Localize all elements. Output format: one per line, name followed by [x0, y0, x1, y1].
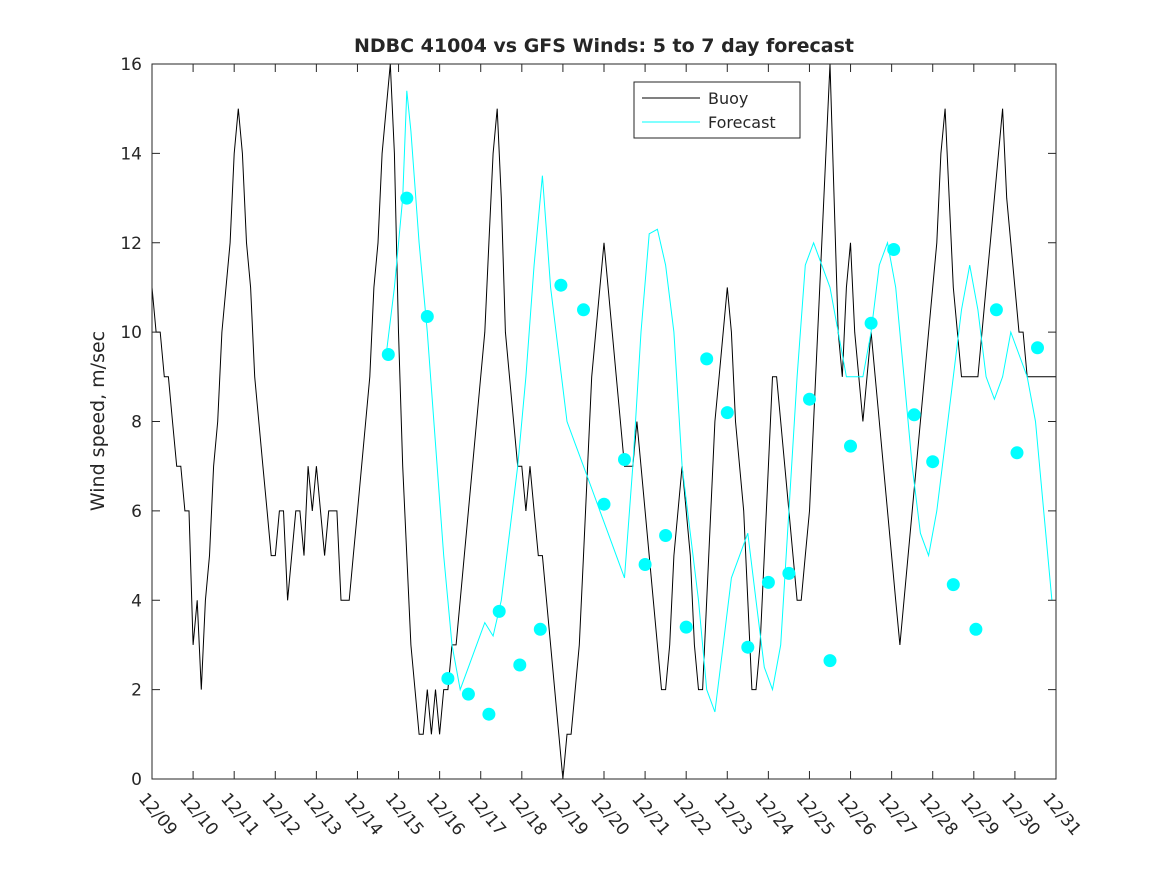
y-tick-label: 6: [131, 502, 142, 522]
forecast-marker: [492, 604, 506, 618]
forecast-marker: [969, 622, 983, 636]
y-tick-labels: 0 2 4 6 8 10 12 14 16: [120, 55, 142, 790]
series-line-forecast: [385, 90, 1053, 713]
y-tick-label: 4: [131, 591, 142, 611]
forecast-marker: [618, 453, 631, 466]
forecast-marker: [420, 310, 434, 323]
forecast-marker: [441, 672, 455, 685]
forecast-marker: [1010, 446, 1024, 460]
series-line-buoy: [152, 64, 1056, 779]
legend-label-buoy: Buoy: [708, 89, 748, 108]
y-axis-label: Wind speed, m/sec: [87, 331, 109, 511]
forecast-marker: [946, 578, 960, 592]
forecast-marker: [926, 455, 940, 469]
forecast-marker: [907, 408, 921, 422]
y-tick-label: 12: [120, 234, 142, 254]
y-tick-label: 10: [120, 323, 142, 343]
marker-layer: [381, 191, 1044, 721]
forecast-marker: [887, 243, 901, 256]
forecast-marker: [679, 620, 693, 634]
forecast-marker: [659, 529, 673, 542]
forecast-marker: [864, 316, 878, 330]
forecast-marker: [482, 707, 496, 721]
forecast-marker: [400, 191, 414, 205]
chart-title: NDBC 41004 vs GFS Winds: 5 to 7 day fore…: [354, 35, 854, 57]
forecast-marker: [513, 658, 527, 672]
y-tick-label: 0: [131, 770, 142, 790]
forecast-marker: [844, 439, 857, 453]
legend: Buoy Forecast: [633, 81, 801, 139]
forecast-marker: [823, 654, 837, 668]
plot-background: [152, 64, 1056, 779]
forecast-marker: [597, 497, 611, 511]
forecast-marker: [989, 303, 1003, 317]
axes-layer: [151, 63, 1057, 780]
plot-area: [152, 64, 1056, 779]
y-tick-label: 2: [131, 681, 142, 701]
y-tick-label: 14: [120, 144, 142, 164]
legend-box: [633, 81, 801, 139]
forecast-marker: [782, 566, 796, 580]
forecast-marker: [461, 687, 475, 701]
forecast-marker: [381, 348, 395, 361]
legend-label-forecast: Forecast: [708, 113, 776, 132]
series-layer: [152, 64, 1056, 779]
forecast-marker: [638, 558, 652, 571]
forecast-marker: [533, 622, 547, 636]
y-tick-label: 16: [120, 55, 142, 75]
forecast-marker: [1031, 341, 1044, 355]
y-tick-label: 8: [131, 413, 142, 433]
forecast-marker: [803, 392, 816, 406]
forecast-marker: [577, 303, 590, 317]
forecast-marker: [761, 575, 775, 589]
forecast-marker: [720, 406, 734, 420]
forecast-marker: [741, 640, 755, 654]
forecast-marker: [700, 352, 714, 366]
forecast-marker: [554, 278, 568, 292]
